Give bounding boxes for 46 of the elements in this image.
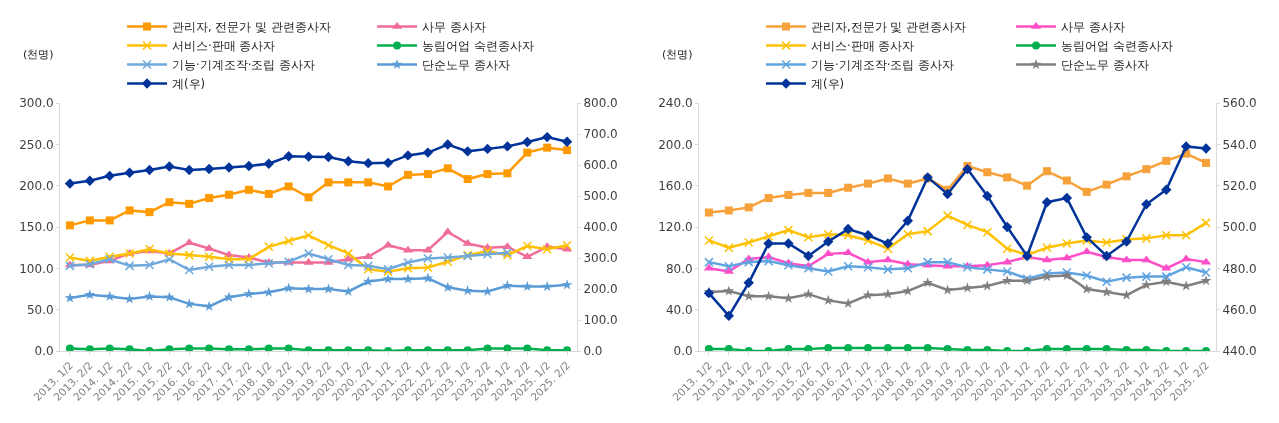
legend-label: 사무 종사자 [1061, 20, 1125, 35]
y-axis-title: (천명) [662, 48, 693, 61]
legend-label: 농림어업 숙련종사자 [422, 39, 534, 54]
y2-tick-label: 480.0 [1222, 261, 1257, 276]
y-tick-label: 0.0 [673, 344, 693, 359]
y-tick-label: 300.0 [19, 96, 54, 111]
legend-label: 계(우) [172, 77, 206, 92]
y2-tick-label: 520.0 [1222, 178, 1257, 193]
y2-tick-label: 540.0 [1222, 137, 1257, 152]
y-tick-label: 160.0 [658, 178, 693, 193]
legend-label: 서비스·판매 종사자 [172, 39, 276, 54]
legend-label: 관리자, 전문가 및 관련종사자 [172, 20, 331, 35]
y-tick-label: 240.0 [658, 96, 693, 111]
legend-label: 서비스·판매 종사자 [811, 39, 915, 54]
y2-tick-label: 400.0 [583, 220, 618, 235]
y-tick-label: 200.0 [658, 137, 693, 152]
y2-tick-label: 440.0 [1222, 344, 1257, 359]
y-tick-label: 150.0 [19, 220, 54, 235]
legend-label: 사무 종사자 [422, 20, 486, 35]
y2-tick-label: 460.0 [1222, 302, 1257, 317]
legend-label: 단순노무 종사자 [1061, 58, 1149, 73]
y2-tick-label: 500.0 [1222, 220, 1257, 235]
legend-label: 단순노무 종사자 [422, 58, 510, 73]
y2-tick-label: 800.0 [583, 96, 618, 111]
y-tick-label: 40.0 [665, 302, 693, 317]
y-tick-label: 200.0 [19, 178, 54, 193]
legend-label: 기능·기계조작·조립 종사자 [811, 58, 955, 73]
y2-tick-label: 100.0 [583, 313, 618, 328]
y2-tick-label: 700.0 [583, 127, 618, 142]
y-tick-label: 250.0 [19, 137, 54, 152]
legend-label: 계(우) [811, 77, 845, 92]
y2-tick-label: 200.0 [583, 282, 618, 297]
y2-tick-label: 560.0 [1222, 96, 1257, 111]
y-axis-title: (천명) [23, 48, 54, 61]
y2-tick-label: 300.0 [583, 251, 618, 266]
legend-label: 기능·기계조작·조립 종사자 [172, 58, 316, 73]
legend-label: 관리자,전문가 및 관련종사자 [811, 20, 967, 35]
y2-tick-label: 0.0 [583, 344, 603, 359]
y-tick-label: 0.0 [34, 344, 54, 359]
y2-tick-label: 600.0 [583, 158, 618, 173]
y-tick-label: 100.0 [19, 261, 54, 276]
y-tick-label: 50.0 [26, 302, 54, 317]
y2-tick-label: 500.0 [583, 189, 618, 204]
legend-label: 농림어업 숙련종사자 [1061, 39, 1173, 54]
y-tick-label: 80.0 [665, 261, 693, 276]
y-tick-label: 120.0 [658, 220, 693, 235]
